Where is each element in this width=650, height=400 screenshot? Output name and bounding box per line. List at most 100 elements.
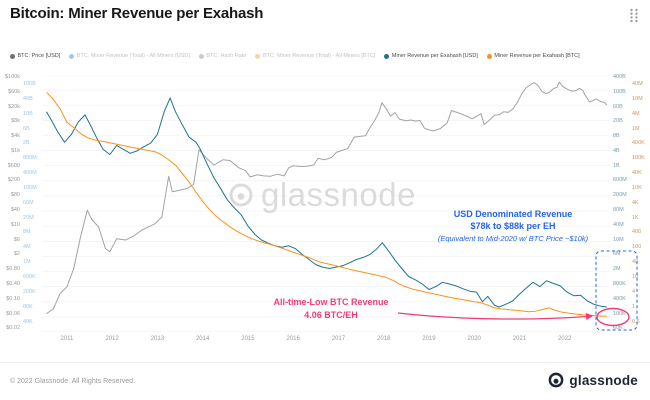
y-axis-miner-revenue-usd: 100B 40B 10B 6B 2B 800M 400M 100M 60M 20M 8M 4M 1M 60… (23, 81, 40, 325)
axis-tick-label: 40M (613, 221, 624, 228)
axis-tick-label: 8M (23, 229, 31, 236)
legend-label: BTC: Miner Revenue (Total) - All Miners … (76, 53, 190, 59)
legend-item-3[interactable]: BTC: Hash Rate (198, 53, 246, 59)
axis-tick-label: 0.6 (632, 318, 640, 325)
series-line-miner-revenue-per-exahash-usd (46, 97, 607, 308)
axis-tick-label: 80M (613, 207, 624, 214)
axis-tick-label: $100k (5, 74, 20, 80)
axis-tick-label: 800K (613, 280, 626, 287)
axis-tick-label: 6B (23, 125, 30, 132)
axis-tick-label: $8k (11, 118, 20, 125)
grid-menu-icon[interactable] (628, 8, 640, 23)
axis-tick-label: 8B (613, 133, 620, 140)
page-title: Bitcoin: Miner Revenue per Exahash (10, 5, 264, 22)
legend-label: BTC: Miner Revenue (Total) - All Miners … (262, 53, 376, 59)
chart-area: $100k $60k $20k $8k $4k $1k $600 $200 $80 $40 $10 $… (0, 68, 650, 348)
axis-tick-label: 40K (23, 318, 33, 325)
annotation-usd-line1: USD Denominated Revenue (453, 209, 573, 219)
x-axis-year-label: 2020 (467, 336, 481, 342)
axis-tick-label: 100 (632, 244, 642, 251)
axis-tick-label: 10M (632, 95, 643, 102)
legend-label: BTC: Price [USD] (17, 53, 61, 59)
axis-tick-label: 200K (23, 288, 36, 295)
axis-tick-label: 400K (613, 295, 626, 302)
legend-dot (10, 53, 15, 59)
axis-tick-label: $0.80 (6, 266, 20, 273)
axis-tick-label: $200 (7, 177, 20, 184)
axis-tick-label: 60K (613, 325, 623, 332)
annotation-usd-line3: (Equivalent to Mid-2020 w/ BTC Price ~$1… (437, 234, 589, 244)
annotation-btc-line2: 4.06 BTC/EH (304, 309, 358, 320)
axis-tick-label: 100K (613, 310, 626, 317)
axis-tick-label: $80 (10, 192, 20, 199)
chart-plot[interactable] (42, 75, 610, 332)
axis-tick-label: 4K (632, 199, 639, 206)
legend-item-6[interactable]: Miner Revenue per Exahash [BTC] (486, 53, 580, 59)
axis-tick-label: 4M (632, 110, 640, 117)
y-axis-revenue-per-eh-btc: 40M 10M 4M 1M 400K 100K 40K 10K 4K 1K 400 100 40 10 4 1… (632, 81, 649, 325)
legend-item-4[interactable]: BTC: Miner Revenue (Total) - All Miners … (255, 53, 375, 59)
axis-tick-label: 400B (613, 74, 626, 80)
x-axis-year-label: 2012 (105, 336, 119, 342)
legend-item-1[interactable]: BTC: Price [USD] (10, 53, 60, 59)
axis-tick-label: 40K (632, 170, 642, 177)
axis-tick-label: $6 (13, 236, 20, 243)
axis-tick-label: $1k (11, 147, 20, 154)
axis-tick-label: $0.06 (6, 310, 20, 317)
grid-dots-icon (630, 8, 638, 23)
axis-tick-label: 100M (23, 184, 37, 191)
axis-tick-label: $0.02 (6, 325, 20, 332)
annotation-btc-line1: All-time-Low BTC Revenue (273, 297, 389, 307)
axis-tick-label: $2 (13, 251, 20, 258)
x-axis-year-label: 2014 (195, 336, 210, 342)
x-axis-year-label: 2016 (286, 336, 300, 342)
axis-tick-label: $4k (11, 133, 20, 140)
axis-tick-label: 10M (613, 236, 624, 243)
x-axis-year-label: 2013 (150, 336, 165, 342)
axis-tick-label: 1M (632, 125, 640, 132)
axis-tick-label: $20k (8, 103, 20, 110)
axis-tick-label: 400K (632, 140, 645, 147)
axis-tick-label: 60M (23, 199, 34, 206)
annotation-usd-revenue: USD Denominated Revenue $78k to $88k per… (426, 208, 600, 243)
axis-tick-label: $40 (10, 207, 20, 214)
axis-tick-label: 2M (613, 266, 621, 273)
x-axis-years: 2011 2012 2013 2014 2015 2016 2017 2018 2019 2020… (0, 336, 650, 346)
x-axis-year-label: 2015 (241, 336, 255, 342)
annotation-btc-low: All-time-Low BTC Revenue 4.06 BTC/EH (260, 296, 402, 321)
axis-tick-label: 40B (23, 95, 33, 102)
axis-tick-label: 4M (23, 244, 31, 251)
glassnode-logo-icon (549, 372, 564, 388)
axis-tick-label: 800M (23, 155, 37, 162)
axis-tick-label: 100B (613, 88, 626, 95)
legend-label: Miner Revenue per Exahash [USD] (391, 53, 478, 59)
legend-dot (198, 53, 204, 59)
axis-tick-label: 4 (632, 288, 636, 295)
axis-tick-label: $60k (8, 88, 20, 95)
legend-dot (486, 53, 492, 59)
axis-tick-label: 400M (23, 170, 37, 177)
legend-item-5[interactable]: Miner Revenue per Exahash [USD] (384, 53, 478, 59)
axis-tick-label: 2B (23, 140, 30, 147)
x-axis-year-label: 2011 (60, 336, 74, 342)
axis-tick-label: 1B (613, 162, 620, 169)
axis-tick-label: 4B (613, 147, 620, 154)
axis-tick-label: 600M (613, 177, 627, 184)
glassnode-logo[interactable]: glassnode (548, 372, 638, 388)
axis-tick-label: $600 (7, 162, 20, 169)
axis-tick-label: $0.40 (6, 280, 20, 287)
x-axis-year-label: 2018 (377, 336, 391, 342)
legend-dot (255, 53, 261, 59)
axis-tick-label: 80K (23, 303, 33, 310)
y-axis-price-usd: $100k $60k $20k $8k $4k $1k $600 $200 $80 $40 $10 $… (0, 74, 20, 332)
axis-tick-label: 20M (23, 214, 34, 221)
x-axis-year-label: 2019 (422, 336, 436, 342)
legend-dot (384, 53, 390, 59)
legend-item-2[interactable]: BTC: Miner Revenue (Total) - All Miners … (69, 53, 190, 59)
axis-tick-label: 100B (23, 81, 36, 87)
series-line-miner-revenue-per-exahash-btc (46, 91, 607, 317)
y-axis-revenue-per-eh-usd: 400B 100B 60B 20B 8B 4B 1B 600M 200M 80M 40M 10M 6M 2… (613, 74, 630, 332)
axis-tick-label: 200M (613, 192, 627, 199)
axis-tick-label: 400 (632, 229, 642, 236)
axis-tick-label: 10 (632, 273, 639, 280)
